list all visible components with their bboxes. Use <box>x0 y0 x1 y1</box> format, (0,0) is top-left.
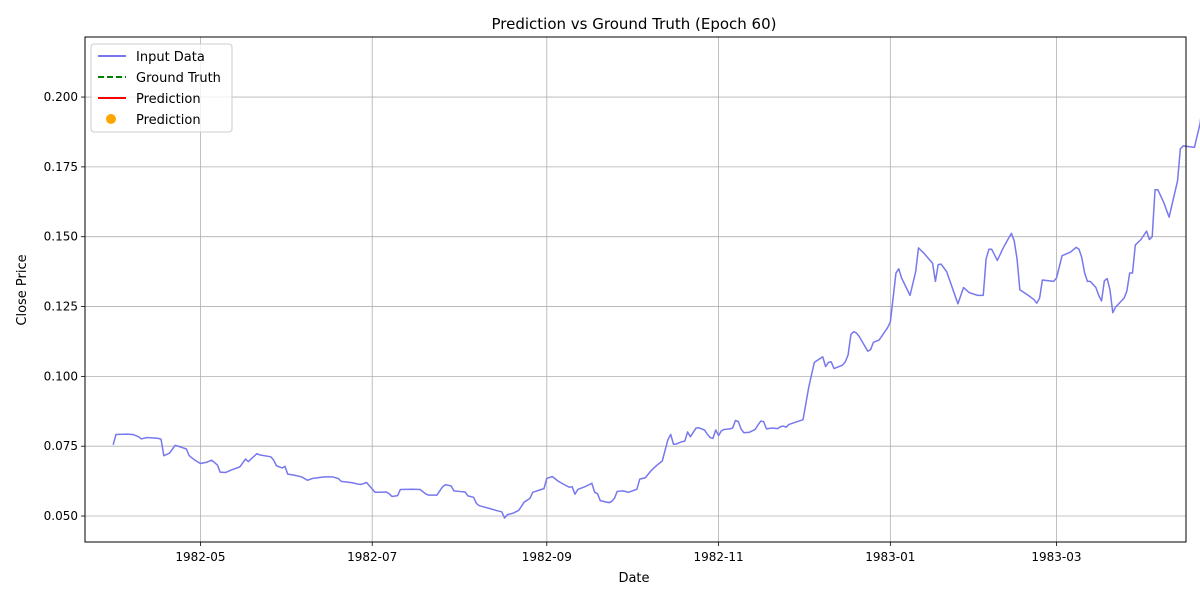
x-tick-label: 1982-11 <box>693 550 743 564</box>
y-tick-label: 0.100 <box>44 369 78 383</box>
y-tick-label: 0.175 <box>44 160 78 174</box>
x-tick-label: 1982-09 <box>522 550 572 564</box>
chart-title: Prediction vs Ground Truth (Epoch 60) <box>492 15 777 33</box>
x-tick-label: 1982-05 <box>175 550 225 564</box>
y-tick-label: 0.125 <box>44 300 78 314</box>
plot-area-frame <box>84 36 1187 543</box>
x-tick-label: 1983-01 <box>865 550 915 564</box>
y-tick-label: 0.200 <box>44 90 78 104</box>
legend-label-input-data: Input Data <box>136 50 205 65</box>
y-axis-label: Close Price <box>15 254 30 325</box>
x-tick-label: 1983-03 <box>1031 550 1081 564</box>
legend-label-ground-truth: Ground Truth <box>136 71 221 86</box>
legend-label-prediction-line: Prediction <box>136 92 201 107</box>
x-axis: 1982-05 1982-07 1982-09 1982-11 1983-01 1983-… <box>175 542 1082 564</box>
y-tick-label: 0.050 <box>44 509 78 523</box>
y-tick-label: 0.075 <box>44 439 78 453</box>
legend-label-prediction-marker: Prediction <box>136 113 201 128</box>
y-axis: 0.050 0.075 0.100 0.125 0.150 0.175 0.200 <box>44 90 85 523</box>
x-tick-label: 1982-07 <box>347 550 397 564</box>
legend-swatch-prediction-marker <box>106 114 116 124</box>
series-line-input-data <box>112 117 1200 519</box>
legend-frame <box>90 43 233 133</box>
grid <box>85 37 1186 542</box>
series-layer <box>112 117 1200 519</box>
y-tick-label: 0.150 <box>44 230 78 244</box>
x-axis-label: Date <box>618 571 649 586</box>
legend: Input Data Ground Truth Prediction Predi… <box>90 43 233 133</box>
